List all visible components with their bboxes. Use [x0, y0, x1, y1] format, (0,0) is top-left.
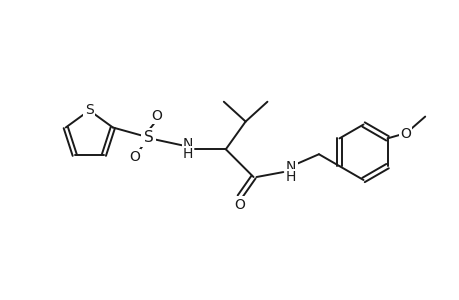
Text: O: O — [129, 150, 140, 164]
Text: S: S — [143, 130, 153, 145]
Text: O: O — [151, 109, 162, 123]
Text: O: O — [234, 198, 245, 212]
Text: S: S — [85, 103, 94, 117]
Text: H: H — [285, 170, 296, 184]
Text: N: N — [183, 137, 193, 151]
Text: N: N — [285, 160, 296, 174]
Text: H: H — [183, 147, 193, 161]
Text: O: O — [399, 128, 410, 141]
